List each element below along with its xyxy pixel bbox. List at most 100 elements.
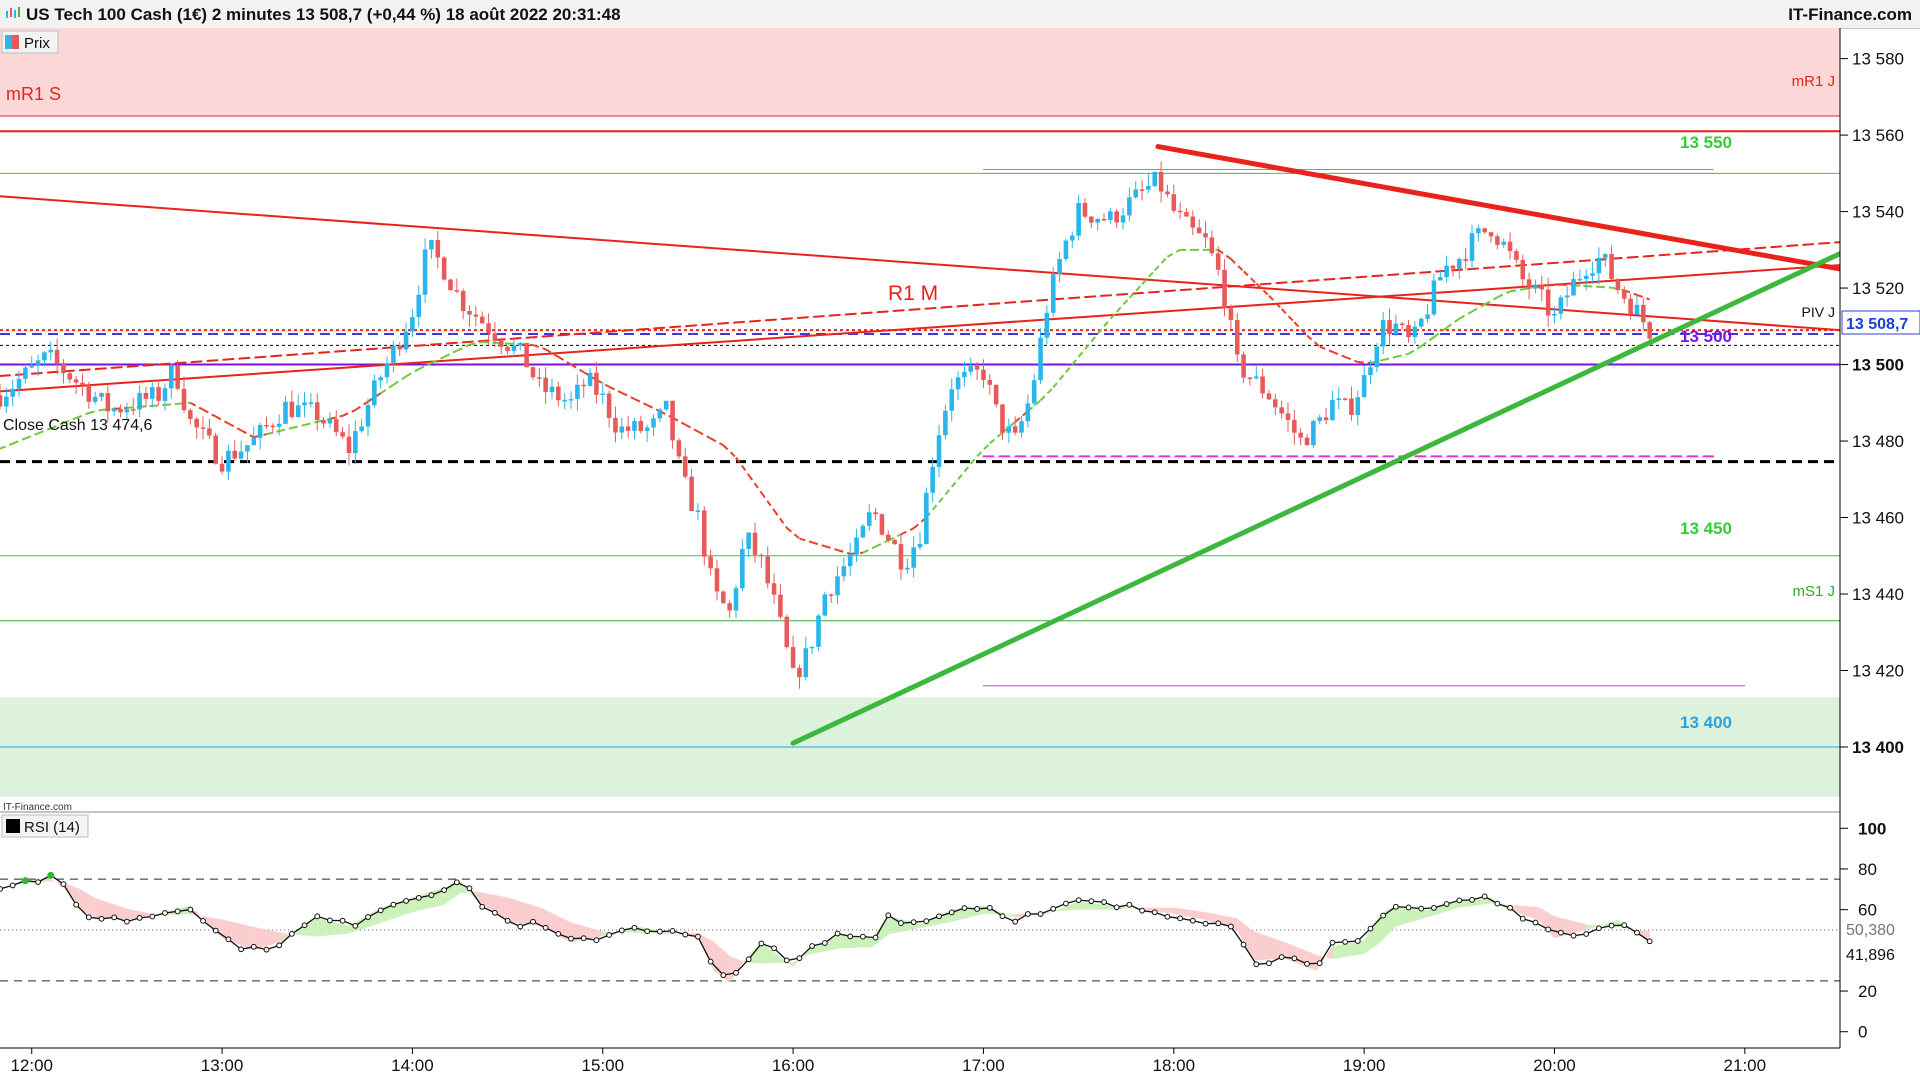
candle [308,392,314,408]
rsi-point [453,879,460,886]
candle [962,361,967,387]
rsi-point [1342,939,1349,945]
rsi-point [1227,923,1234,930]
candle [270,423,276,434]
ma-segment [1319,345,1333,353]
legend-price[interactable]: Prix [1,30,59,54]
candle [283,395,288,425]
ma-segment [1065,356,1080,373]
candle [169,363,174,399]
chart-area[interactable]: 13 580 13 560 13 540 13 520 13 500 13 480 13 4… [0,28,1920,1080]
candle [1330,390,1335,421]
ma-segment [900,527,915,536]
rsi-fill [380,897,413,923]
candle [1241,351,1246,384]
ma-segment [392,375,407,386]
rsi-point [1431,905,1437,911]
candle [441,255,447,281]
rsi-point [73,901,80,908]
rsi-point [1519,915,1526,922]
trend-line-6[interactable] [1155,144,1840,272]
ma-segment [1509,288,1523,293]
candle [695,503,701,521]
ma-segment [456,343,470,352]
candle [1234,312,1240,363]
candle [226,444,231,481]
candle [1215,246,1221,276]
candle [467,305,472,327]
rsi-point [441,887,448,893]
rsi-point [517,923,524,930]
candle [600,381,606,405]
candle [740,539,745,592]
ma-segment [227,422,242,432]
rsi-fill [1046,901,1079,914]
legend-rsi[interactable]: RSI (14) [1,814,89,838]
rsi-point [847,933,854,940]
candle [924,487,929,545]
candle [1450,264,1456,277]
ma-segment [1230,258,1245,272]
candle [1082,198,1088,219]
candle [543,367,548,404]
candle [1533,279,1538,294]
rsi-point [631,924,638,931]
trend-line-3[interactable] [0,195,1840,332]
rsi-point [910,919,917,926]
candle [530,366,536,381]
candle [1196,219,1202,234]
candle [1412,321,1418,344]
candle [752,523,758,563]
candle [80,373,85,396]
ma-segment [1077,340,1093,358]
candle [10,379,15,406]
candle [613,406,618,443]
candle [1266,389,1272,401]
candle [397,341,403,357]
candle [955,371,961,400]
rsi-point [136,915,143,921]
price-tick-label: 13 460 [1852,509,1904,528]
candle [429,239,434,259]
rsi-point [225,936,232,943]
candle [435,231,441,269]
candle [403,322,409,353]
ma-segment [1636,294,1650,301]
rsi-point [415,894,422,901]
rsi-point [1494,900,1501,907]
rsi-fill [95,897,127,920]
ma-segment [1166,248,1181,258]
candle [816,613,821,651]
candle [92,391,98,405]
candle [1044,305,1050,345]
rsi-point [1088,898,1095,905]
label-13550: 13 550 [1680,133,1732,152]
candle [511,338,517,357]
trend-line-7[interactable] [790,251,1840,746]
rsi-point [1405,904,1412,911]
candle [1539,275,1545,301]
candle [118,404,123,418]
rsi-fill [1078,901,1111,910]
candle [587,368,593,387]
rsi-fill [539,907,572,943]
legend-rsi-label: RSI (14) [24,819,80,836]
ma-segment [431,355,445,364]
time-tick-label: 19:00 [1343,1056,1386,1075]
ma-segment [1548,283,1561,287]
rsi-point [1380,912,1387,919]
ma-segment [177,401,191,405]
ma-segment [532,344,546,351]
rsi-point [212,927,219,934]
candle [676,438,682,459]
candle [1418,317,1424,329]
candle [1558,295,1564,320]
trend-line-5[interactable] [0,241,1840,378]
ma-segment [152,403,166,407]
candle [162,383,168,411]
candle [1476,224,1481,242]
ma-segment [418,362,432,371]
price-levels [0,115,1840,748]
candle [340,426,345,440]
current-price-tag: 13 508,7 [1841,310,1920,335]
